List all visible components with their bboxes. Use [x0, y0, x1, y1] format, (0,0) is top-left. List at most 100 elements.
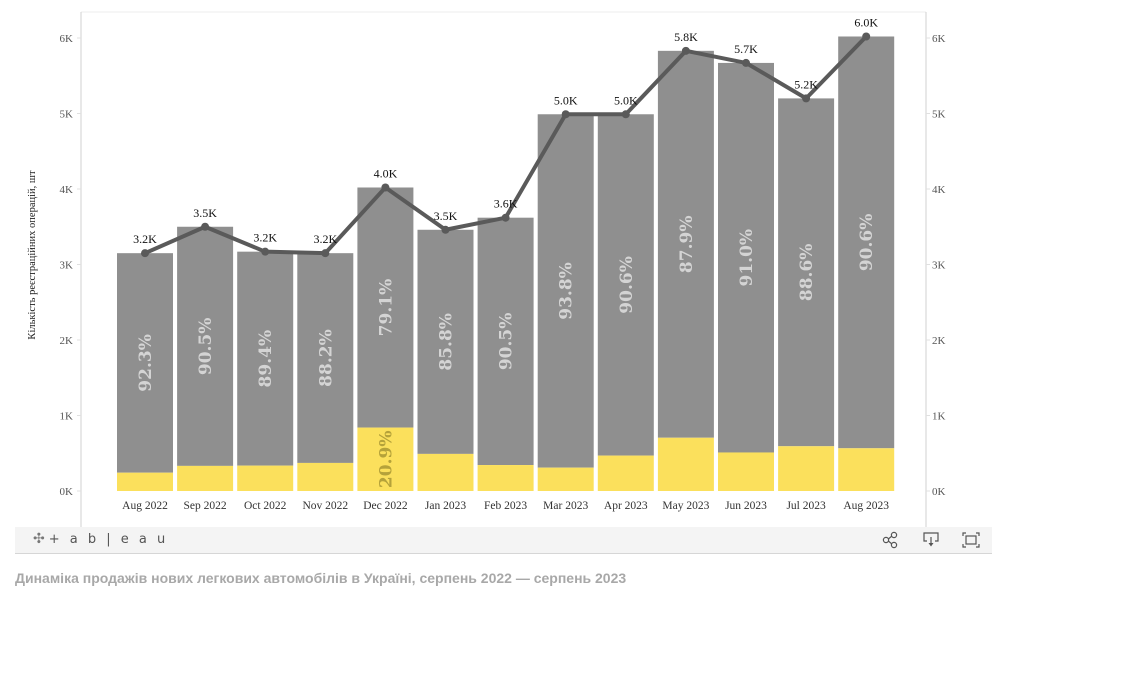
- y-tick-label-left: 6K: [60, 33, 74, 45]
- total-value-label: 5.2K: [794, 77, 818, 91]
- chart: 0K 1K 2K 3K 4K 5K 6K 0K 1K 2K 3K 4K 5K 6K 92.3% 90.5%…: [27, 11, 946, 530]
- x-axis: Aug 2022 Sep 2022 Oct 2022 Nov 2022 Dec 2022…: [122, 500, 889, 512]
- bar-segment-other: [778, 446, 835, 491]
- total-value-label: 3.6K: [494, 197, 518, 211]
- x-tick-label: Mar 2023: [543, 500, 588, 512]
- total-value-label: 3.5K: [193, 206, 217, 220]
- y-tick-label-right: 1K: [932, 411, 946, 423]
- bar-segment-other: [357, 427, 414, 491]
- bar-percent-label: 90.5%: [196, 318, 216, 376]
- bar-segment-other: [537, 467, 594, 491]
- chart-caption: Динаміка продажів нових легкових автомоб…: [15, 570, 627, 586]
- bar-segment-main: [297, 253, 354, 463]
- total-line-point: [802, 94, 811, 103]
- x-tick-label: Sep 2022: [184, 500, 227, 512]
- bar-segment-main: [357, 187, 414, 428]
- total-value-label: 5.7K: [734, 42, 758, 56]
- tableau-toolbar: ✣ + a b | e a u share download fullscree…: [15, 527, 992, 554]
- y-axis-title: Кількість реєстраційних операцій, шт: [27, 170, 38, 340]
- x-tick-label: Dec 2022: [363, 500, 408, 512]
- total-line-point: [501, 213, 510, 222]
- tableau-logo-icon: ✣: [33, 531, 45, 547]
- download-icon[interactable]: [921, 531, 941, 549]
- y-tick-label-right: 4K: [932, 184, 946, 196]
- total-line-point: [561, 110, 570, 119]
- share-icon[interactable]: [881, 531, 901, 549]
- tableau-logo[interactable]: ✣ + a b | e a u: [33, 531, 168, 547]
- total-value-label: 3.5K: [434, 209, 458, 223]
- bar-percent-label: 90.5%: [497, 313, 517, 371]
- fullscreen-icon[interactable]: [961, 531, 981, 549]
- tableau-viz: 0K 1K 2K 3K 4K 5K 6K 0K 1K 2K 3K 4K 5K 6K 92.3% 90.5%…: [15, 10, 992, 530]
- y-tick-label-right: 0K: [932, 486, 946, 498]
- total-line-point: [201, 222, 210, 231]
- y-axis-right: 0K 1K 2K 3K 4K 5K 6K: [926, 33, 946, 498]
- bar-segment-main: [117, 253, 173, 473]
- total-value-label: 3.2K: [313, 232, 337, 246]
- total-value-label: 4.0K: [374, 166, 398, 180]
- total-line-point: [862, 32, 871, 41]
- bar-percent-label: 93.8%: [557, 262, 577, 320]
- bar-segment-main: [657, 50, 714, 438]
- bar-segment-other: [297, 462, 354, 491]
- y-tick-label-left: 3K: [60, 260, 74, 272]
- bar-segment-main: [718, 62, 774, 453]
- x-tick-label: Jul 2023: [786, 500, 826, 512]
- total-line-point: [742, 58, 750, 67]
- bar-segment-main: [477, 217, 534, 466]
- x-tick-label: Aug 2023: [843, 500, 889, 512]
- bar-segment-other: [597, 455, 654, 491]
- total-value-label: 6.0K: [854, 15, 878, 29]
- x-tick-label: May 2023: [662, 500, 709, 512]
- bar-segment-other: [657, 437, 714, 491]
- total-value-label: 5.0K: [554, 93, 578, 107]
- bar-segment-other: [417, 453, 474, 491]
- bar-percent-label: 85.8%: [437, 313, 457, 371]
- bar-segment-main: [537, 114, 594, 468]
- bar-segment-main: [237, 251, 294, 466]
- total-line-point: [621, 110, 630, 119]
- x-tick-label: Feb 2023: [484, 500, 527, 512]
- total-line-point: [381, 183, 390, 192]
- total-line-point: [261, 247, 270, 256]
- total-value-label: 3.2K: [133, 232, 157, 246]
- x-tick-label: Jun 2023: [725, 500, 767, 512]
- bar-segment-other: [177, 465, 234, 491]
- y-tick-label-right: 3K: [932, 260, 946, 272]
- total-line-point: [681, 46, 690, 55]
- bar-segment-main: [838, 36, 895, 449]
- x-tick-label: Aug 2022: [122, 500, 168, 512]
- y-axis-left: 0K 1K 2K 3K 4K 5K 6K: [60, 33, 81, 498]
- bar-percent-label: 91.0%: [737, 229, 757, 287]
- plot-frame: [80, 11, 927, 530]
- bar-segment-other: [237, 465, 294, 491]
- bar-percent-label: 90.6%: [617, 256, 637, 314]
- total-line-point: [141, 249, 149, 258]
- bar-percent-label: 79.1%: [376, 279, 396, 337]
- bar-percent-label: 89.4%: [256, 330, 276, 388]
- bar-segment-main: [177, 226, 234, 466]
- x-tick-label: Oct 2022: [244, 500, 287, 512]
- total-value-label: 3.2K: [253, 231, 277, 245]
- x-tick-label: Apr 2023: [604, 500, 648, 512]
- bar-segment-main: [778, 98, 835, 447]
- bar-percent-label: 90.6%: [857, 214, 877, 272]
- bar-segment-other: [838, 448, 895, 491]
- bar-percent-label-other: 20.9%: [376, 431, 396, 489]
- y-tick-label-right: 2K: [932, 335, 946, 347]
- y-tick-label-left: 4K: [60, 184, 74, 196]
- total-line-point: [321, 249, 330, 258]
- x-tick-label: Jan 2023: [425, 500, 466, 512]
- bar-segment-other: [477, 465, 534, 491]
- bar-percent-label: 92.3%: [136, 334, 156, 392]
- bar-segment-main: [597, 114, 654, 456]
- y-tick-label-left: 0K: [60, 486, 74, 498]
- y-tick-label-right: 6K: [932, 33, 946, 45]
- total-line-point: [441, 225, 450, 234]
- y-tick-label-left: 2K: [60, 335, 74, 347]
- x-tick-label: Nov 2022: [302, 500, 348, 512]
- bar-percent-label: 88.2%: [316, 329, 336, 387]
- y-tick-label-left: 5K: [60, 109, 74, 121]
- bar-segment-other: [718, 452, 774, 491]
- total-line: 3.2K 3.5K 3.2K 3.2K 4.0K 3.5K 3.6K 5.0K 5.0K 5.8K…: [133, 15, 878, 258]
